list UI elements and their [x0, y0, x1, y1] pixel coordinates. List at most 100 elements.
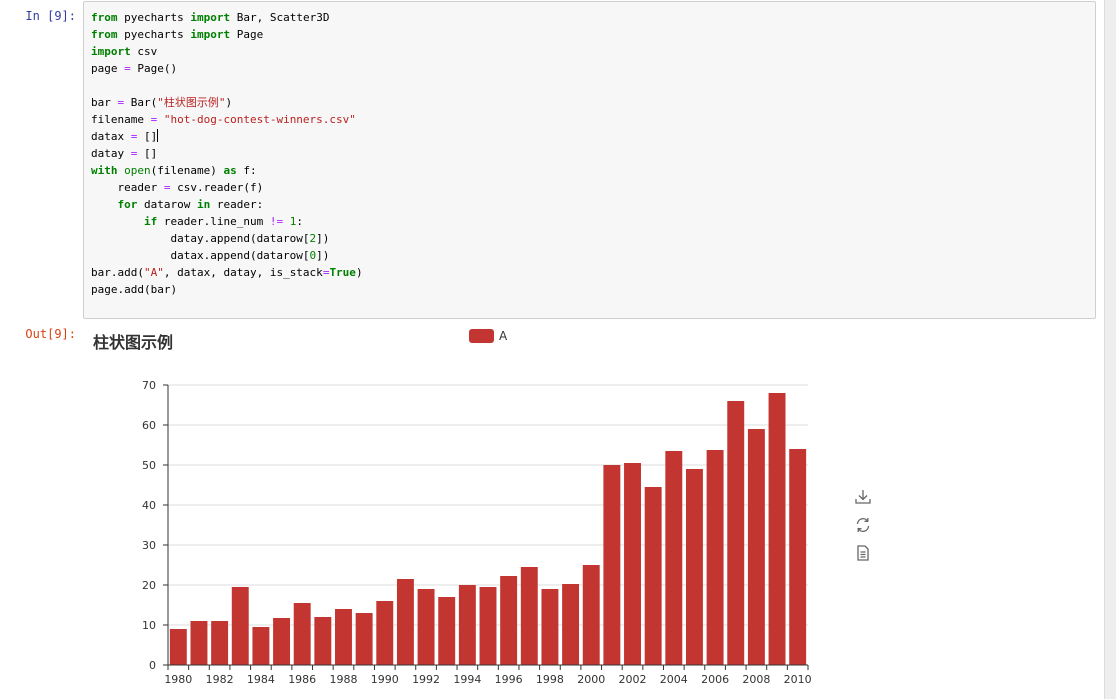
code-token: f: — [236, 164, 257, 177]
code-token: = — [150, 113, 158, 126]
code-token: csv — [130, 45, 158, 58]
code-token: True — [329, 266, 356, 279]
bar — [747, 429, 765, 665]
legend-swatch-a[interactable] — [469, 329, 494, 343]
code-token: = — [117, 96, 125, 109]
bar — [768, 393, 786, 665]
y-tick-label: 10 — [142, 619, 156, 632]
x-tick-label: 1982 — [206, 673, 234, 686]
code-line[interactable]: datay.append(datarow[2]) — [91, 232, 329, 245]
code-token: import — [190, 28, 231, 41]
bar — [458, 585, 476, 665]
chart-title: 柱状图示例 — [93, 333, 174, 352]
x-tick-label: 2008 — [742, 673, 770, 686]
code-token: : — [296, 215, 303, 228]
code-token: reader: — [210, 198, 264, 211]
code-line[interactable]: from pyecharts import Page — [91, 28, 263, 41]
code-line[interactable]: datay = [] — [91, 147, 157, 160]
refresh-icon[interactable] — [854, 516, 872, 534]
data-view-icon[interactable] — [854, 544, 872, 562]
x-tick-label: 1994 — [453, 673, 481, 686]
chart-legend[interactable]: A — [469, 329, 507, 343]
code-token: bar.add( — [91, 266, 144, 279]
code-token: for — [117, 198, 138, 211]
x-tick-label: 1998 — [536, 673, 564, 686]
bar — [582, 565, 600, 665]
bar — [665, 451, 683, 665]
code-token: as — [223, 164, 237, 177]
code-line[interactable]: datax = [] — [91, 129, 159, 143]
code-line[interactable]: page = Page() — [91, 62, 177, 75]
x-tick-label: 2004 — [660, 673, 688, 686]
code-line[interactable]: datax.append(datarow[0]) — [91, 249, 329, 262]
code-token: filename — [91, 113, 151, 126]
y-tick-label: 70 — [142, 379, 156, 392]
bar — [335, 609, 352, 665]
code-token: datay.append(datarow[ — [91, 232, 310, 245]
code-token: with — [91, 164, 118, 177]
code-token: datay — [91, 147, 131, 160]
bar — [190, 621, 208, 665]
x-tick-label: 1984 — [247, 673, 275, 686]
code-token: page.add(bar) — [91, 283, 178, 296]
y-tick-label: 30 — [142, 539, 156, 552]
bar — [789, 449, 807, 665]
code-token: ) — [225, 96, 233, 109]
code-cell-editor[interactable]: from pyecharts import Bar, Scatter3D fro… — [83, 1, 1096, 319]
x-tick-label: 1986 — [288, 673, 316, 686]
code-token: "柱状图示例" — [157, 96, 226, 109]
code-token: page — [91, 62, 125, 75]
code-line[interactable]: reader = csv.reader(f) — [91, 181, 263, 194]
code-token: ) — [355, 266, 363, 279]
bar — [396, 579, 414, 665]
code-token: pyecharts — [117, 11, 191, 24]
code-token: = — [124, 62, 131, 75]
bar — [706, 450, 724, 665]
code-line[interactable]: filename = "hot-dog-contest-winners.csv" — [91, 113, 356, 126]
legend-label-a[interactable]: A — [499, 329, 508, 343]
bar — [644, 487, 662, 665]
code-token: 2 — [309, 232, 317, 245]
code-line[interactable]: bar.add("A", datax, datay, is_stack=True… — [91, 266, 363, 279]
code-token: in — [196, 198, 211, 211]
code-line[interactable]: import csv — [91, 45, 157, 58]
code-line[interactable]: for datarow in reader: — [91, 198, 264, 211]
chart-toolbox — [854, 488, 872, 572]
code-line[interactable]: if reader.line_num != 1: — [91, 215, 303, 228]
bar — [293, 603, 311, 665]
bar — [685, 469, 703, 665]
download-icon[interactable] — [854, 488, 872, 506]
code-token: from — [91, 11, 118, 24]
x-tick-label: 2006 — [701, 673, 729, 686]
code-line[interactable]: bar = Bar("柱状图示例") — [91, 96, 232, 109]
bar — [417, 589, 435, 665]
y-tick-label: 0 — [149, 659, 156, 672]
code-token: pyecharts — [117, 28, 191, 41]
code-token: ]) — [316, 232, 330, 245]
x-tick-label: 1990 — [371, 673, 399, 686]
bar — [355, 613, 373, 665]
bar — [541, 589, 559, 665]
input-prompt: In [9]: — [25, 9, 76, 23]
code-token: (filename) — [150, 164, 224, 177]
bar — [603, 465, 621, 665]
code-token: datax.append(datarow[ — [91, 249, 310, 262]
code-line[interactable]: with open(filename) as f: — [91, 164, 257, 177]
code-token: reader.line_num — [157, 215, 270, 228]
code-line[interactable]: from pyecharts import Bar, Scatter3D — [91, 11, 329, 24]
code-text[interactable]: from pyecharts import Bar, Scatter3D fro… — [91, 9, 363, 298]
y-tick-label: 50 — [142, 459, 156, 472]
bar — [273, 618, 291, 665]
code-token: from — [91, 28, 118, 41]
code-line[interactable]: page.add(bar) — [91, 283, 177, 296]
code-token: "A" — [143, 266, 164, 279]
code-token: = — [130, 147, 138, 160]
x-tick-label: 1996 — [495, 673, 523, 686]
code-token: Bar( — [124, 96, 158, 109]
bar — [562, 584, 580, 665]
y-tick-label: 20 — [142, 579, 156, 592]
code-token: ]) — [316, 249, 330, 262]
scrollbar-track[interactable] — [1104, 0, 1116, 699]
bar — [314, 617, 332, 665]
